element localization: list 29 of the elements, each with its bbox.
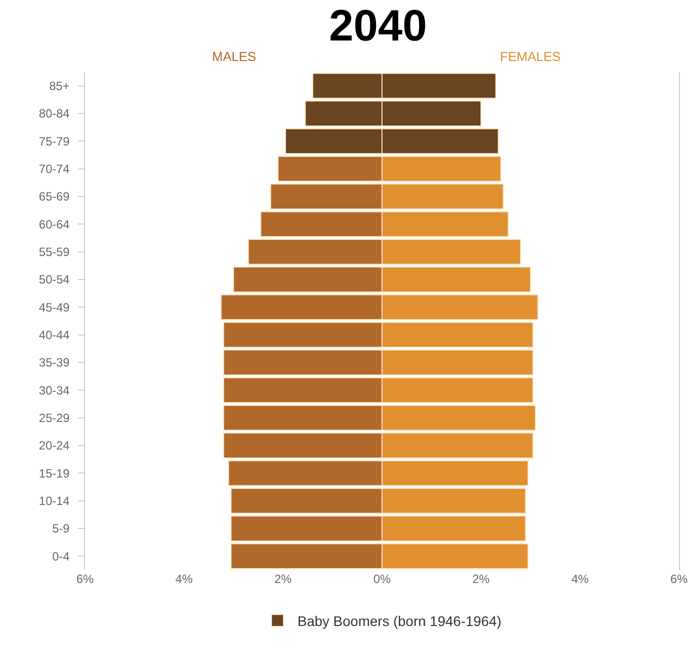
y-tick-label: 40-44 xyxy=(38,328,70,342)
text: MALES xyxy=(212,49,256,64)
x-tick-label: 4% xyxy=(175,572,193,586)
y-tick-label: 30-34 xyxy=(38,383,70,398)
y-tick-label: 0-4 xyxy=(52,549,70,564)
y-tick-label: 20-24 xyxy=(38,438,70,453)
x-tick-label: 4% xyxy=(571,572,589,586)
x-tick-label: 0% xyxy=(373,572,391,586)
y-tick-label: 45-49 xyxy=(38,300,70,314)
x-tick-label: 6% xyxy=(670,572,688,586)
legend-label: Baby Boomers (born 1946-1964) xyxy=(298,612,502,629)
y-tick-label: 75-79 xyxy=(38,134,70,148)
y-tick-label: 35-39 xyxy=(38,356,70,370)
x-tick-label: 2% xyxy=(472,572,490,586)
y-tick-label: 25-29 xyxy=(38,411,70,426)
x-tick-label: 2% xyxy=(274,572,292,586)
chart-title: 2040 xyxy=(329,2,427,51)
y-tick-label: 55-59 xyxy=(38,245,70,260)
y-tick-label: 60-64 xyxy=(38,217,70,232)
text: FEMALES xyxy=(500,49,562,64)
y-tick-label: 80-84 xyxy=(38,106,70,121)
y-tick-label: 10-14 xyxy=(38,494,70,508)
y-tick-label: 85+ xyxy=(49,79,70,94)
y-tick-label: 5-9 xyxy=(52,522,70,536)
y-tick-label: 15-19 xyxy=(38,466,70,480)
x-tick-label: 6% xyxy=(76,572,94,586)
y-tick-label: 50-54 xyxy=(38,272,70,287)
y-tick-label: 70-74 xyxy=(38,162,70,176)
y-tick-label: 65-69 xyxy=(38,190,70,204)
